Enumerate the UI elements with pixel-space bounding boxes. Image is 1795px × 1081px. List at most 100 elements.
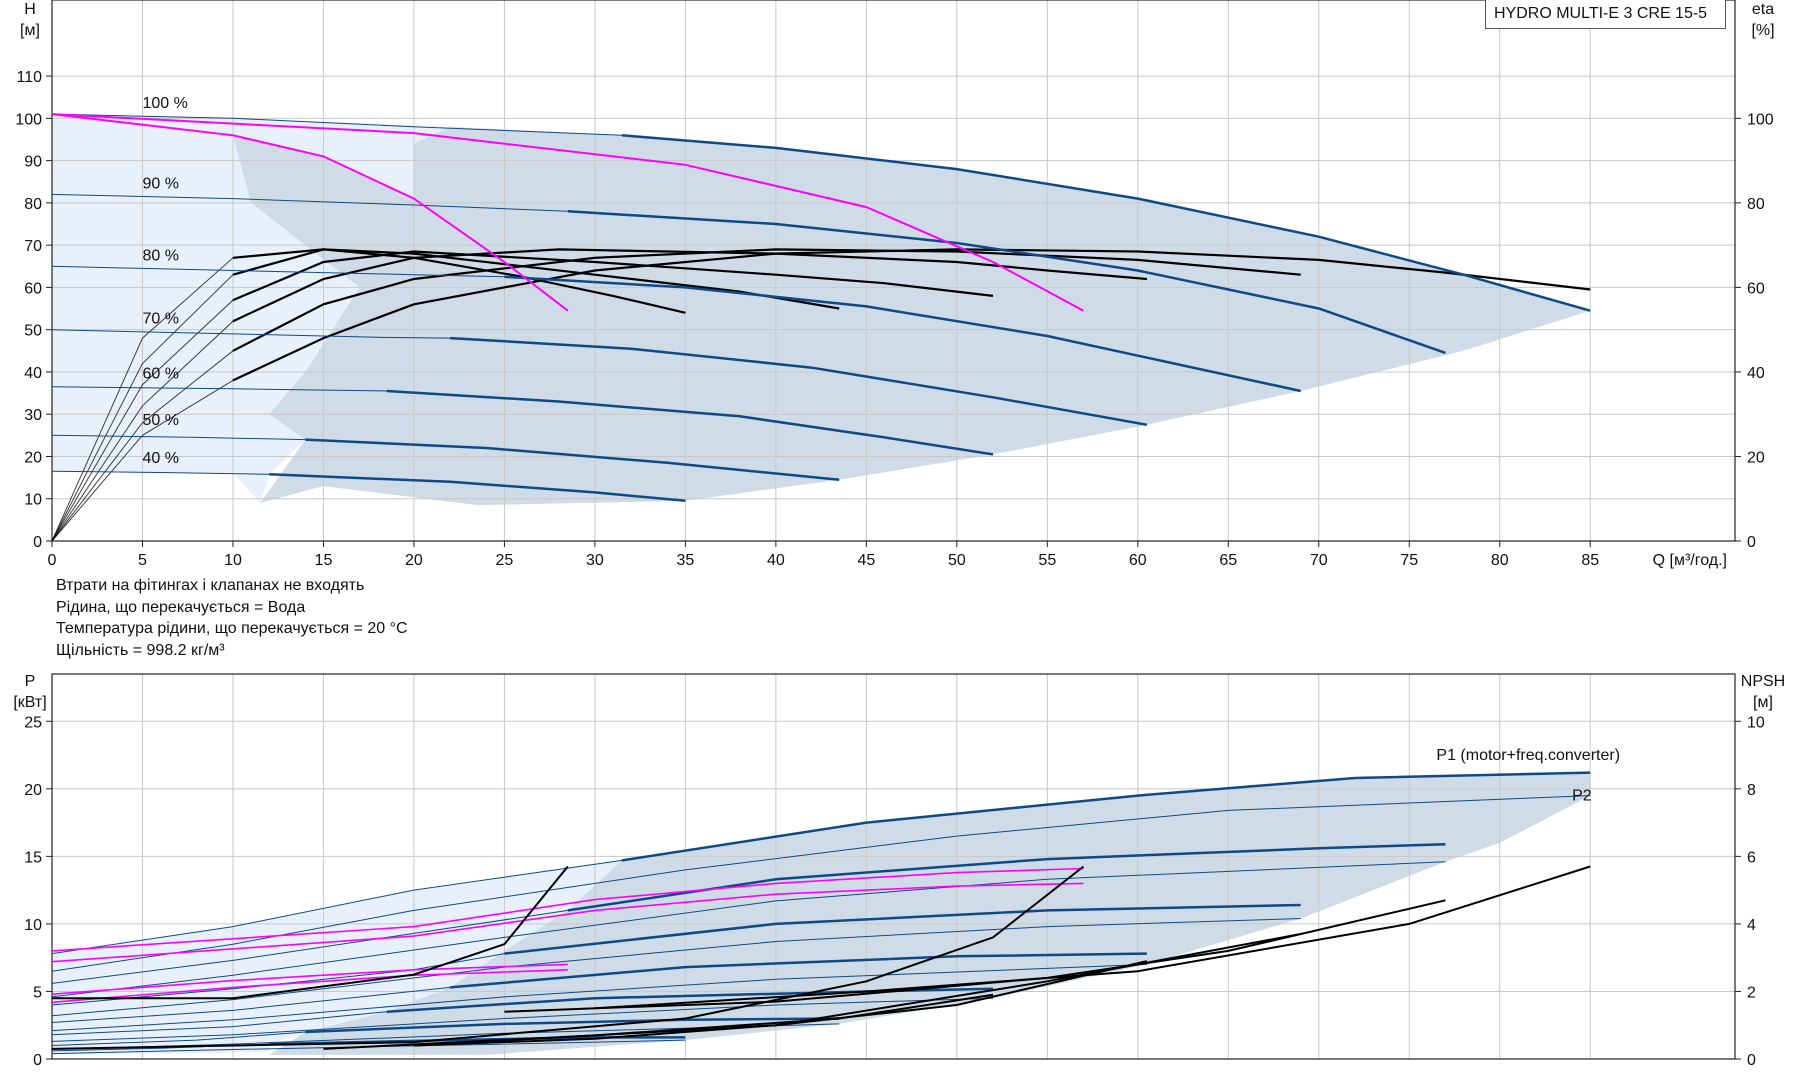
y-left-tick-label: 5 bbox=[33, 984, 42, 1001]
x-tick-label: 60 bbox=[1129, 552, 1147, 569]
head-curve-thin bbox=[51, 113, 623, 136]
head-curve-thin bbox=[51, 470, 270, 475]
y-left-tick-label: 20 bbox=[24, 449, 42, 466]
x-tick-label: 25 bbox=[496, 552, 514, 569]
head-curve bbox=[621, 134, 1591, 312]
y-left-axis-label: P bbox=[25, 673, 36, 690]
power-curve-magenta bbox=[51, 867, 1084, 952]
x-tick-label: 20 bbox=[405, 552, 423, 569]
p1-curve bbox=[449, 952, 1147, 989]
head-curve-thin bbox=[51, 386, 387, 392]
y-right-tick-label: 8 bbox=[1747, 782, 1756, 799]
x-tick-label: 55 bbox=[1038, 552, 1056, 569]
p1-curve-thin bbox=[51, 1031, 306, 1046]
y-right-tick-label: 100 bbox=[1747, 111, 1774, 128]
x-tick-label: 80 bbox=[1491, 552, 1509, 569]
y-left-axis-unit: [м] bbox=[20, 22, 40, 39]
note-line: Рідина, що перекачується = Вода bbox=[56, 598, 306, 616]
head-curve bbox=[305, 438, 840, 481]
x-tick-label: 35 bbox=[676, 552, 694, 569]
system-curve-magenta bbox=[51, 113, 1084, 312]
power-chart bbox=[46, 673, 1741, 1060]
speed-label: 80 % bbox=[142, 247, 178, 264]
x-tick-label: 75 bbox=[1400, 552, 1418, 569]
y-right-tick-label: 0 bbox=[1747, 1052, 1756, 1069]
speed-label: 100 % bbox=[142, 95, 187, 112]
y-left-tick-label: 90 bbox=[24, 154, 42, 171]
y-left-tick-label: 50 bbox=[24, 323, 42, 340]
head-curve bbox=[567, 210, 1446, 355]
p1-curve-thin bbox=[51, 986, 451, 1023]
y-left-tick-label: 25 bbox=[24, 714, 42, 731]
y-left-tick-label: 80 bbox=[24, 196, 42, 213]
npsh-curve bbox=[323, 993, 994, 1050]
head-curve bbox=[269, 472, 686, 503]
y-right-tick-label: 10 bbox=[1747, 714, 1765, 731]
y-right-axis-label: NPSH bbox=[1741, 673, 1785, 690]
p1-curve bbox=[621, 771, 1591, 862]
npsh-curve bbox=[51, 865, 1085, 1050]
p1-curve bbox=[305, 1017, 840, 1034]
y-left-tick-label: 40 bbox=[24, 365, 42, 382]
note-line: Втрати на фітингах і клапанах не входять bbox=[56, 577, 365, 594]
x-tick-label: 10 bbox=[224, 552, 242, 569]
y-right-tick-label: 20 bbox=[1747, 449, 1765, 466]
y-left-tick-label: 100 bbox=[15, 111, 42, 128]
speed-label: 90 % bbox=[142, 175, 178, 192]
p1-curve bbox=[504, 903, 1301, 955]
y-left-tick-label: 0 bbox=[33, 534, 42, 551]
p2-curve bbox=[51, 963, 1147, 1032]
y-right-axis-label: eta bbox=[1752, 1, 1774, 18]
y-right-tick-label: 80 bbox=[1747, 196, 1765, 213]
y-left-tick-label: 15 bbox=[24, 849, 42, 866]
head-curve bbox=[450, 336, 1148, 427]
y-left-axis-unit: [кВт] bbox=[13, 694, 46, 711]
y-left-tick-label: 10 bbox=[24, 917, 42, 934]
series-label: P1 (motor+freq.converter) bbox=[1436, 747, 1620, 764]
head-curve bbox=[504, 275, 1301, 393]
system-curve-magenta bbox=[51, 113, 569, 312]
p1-curve bbox=[386, 987, 994, 1013]
plot-frame bbox=[51, 0, 1736, 542]
speed-label: 40 % bbox=[142, 450, 178, 467]
operating-region-dark bbox=[269, 772, 1591, 1055]
x-tick-label: 5 bbox=[138, 552, 147, 569]
efficiency-curve bbox=[232, 248, 1301, 352]
x-tick-label: 50 bbox=[948, 552, 966, 569]
x-axis-label: Q [м³/год.] bbox=[1653, 552, 1727, 569]
head-curve-thin bbox=[51, 193, 568, 212]
head-curve-thin bbox=[51, 265, 505, 278]
y-right-tick-label: 60 bbox=[1747, 280, 1765, 297]
y-left-tick-label: 20 bbox=[24, 782, 42, 799]
y-left-tick-label: 0 bbox=[33, 1052, 42, 1069]
pump-title: HYDRO MULTI-E 3 CRE 15-5 bbox=[1485, 0, 1727, 29]
x-tick-label: 65 bbox=[1219, 552, 1237, 569]
y-right-axis-unit: [%] bbox=[1751, 22, 1774, 39]
npsh-curve bbox=[594, 865, 1591, 1010]
power-curve-magenta bbox=[51, 882, 1084, 963]
speed-label: 70 % bbox=[142, 311, 178, 328]
plot-frame bbox=[51, 673, 1736, 1060]
p2-curve bbox=[51, 997, 994, 1042]
head-curve-thin bbox=[51, 434, 306, 441]
y-right-tick-label: 4 bbox=[1747, 917, 1756, 934]
p1-curve-thin bbox=[51, 859, 623, 955]
x-tick-label: 0 bbox=[48, 552, 57, 569]
y-left-tick-label: 110 bbox=[16, 69, 42, 86]
y-left-tick-label: 60 bbox=[24, 280, 42, 297]
operating-region-dark bbox=[233, 126, 1591, 506]
y-left-tick-label: 30 bbox=[24, 407, 42, 424]
y-right-axis-unit: [м] bbox=[1753, 694, 1773, 711]
operating-region-light bbox=[52, 860, 622, 1055]
p1-curve-thin bbox=[51, 953, 505, 1006]
p2-curve bbox=[51, 918, 1301, 1017]
y-right-tick-label: 40 bbox=[1747, 365, 1765, 382]
x-tick-label: 45 bbox=[857, 552, 875, 569]
head-chart bbox=[46, 0, 1741, 547]
series-label: P2 bbox=[1572, 787, 1592, 804]
efficiency-curve bbox=[232, 248, 1147, 323]
note-line: Температура рідини, що перекачується = 2… bbox=[56, 620, 408, 637]
head-curve-thin bbox=[51, 329, 451, 339]
